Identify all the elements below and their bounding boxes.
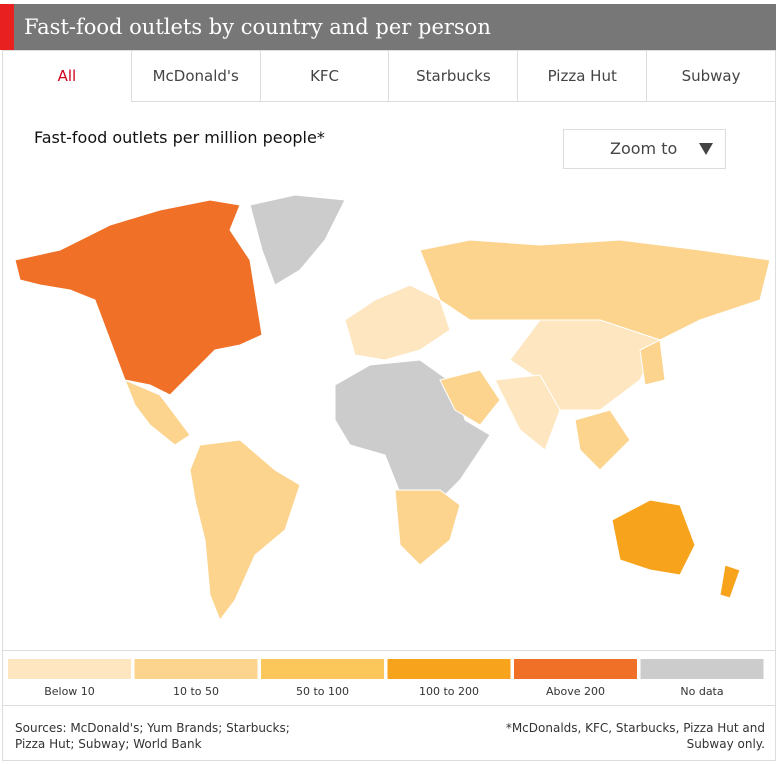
panel [2, 101, 776, 761]
zoom-dropdown[interactable]: Zoom to [563, 129, 726, 169]
legend-swatch [514, 659, 637, 679]
tab[interactable]: McDonald's [131, 50, 261, 102]
footnote-line: Subway only. [686, 737, 765, 751]
region [189, 439, 301, 622]
region [611, 499, 696, 576]
header-title: Fast-food outlets by country and per per… [24, 15, 491, 39]
region [419, 239, 771, 341]
legend-label: 10 to 50 [173, 685, 219, 698]
region [14, 199, 263, 396]
legend-label: Below 10 [44, 685, 95, 698]
legend-swatch [8, 659, 131, 679]
header: Fast-food outlets by country and per per… [0, 4, 776, 50]
region [394, 489, 461, 566]
region [639, 339, 666, 386]
region [344, 284, 451, 361]
region [574, 409, 631, 471]
divider [2, 705, 776, 706]
region [494, 374, 561, 451]
map-title: Fast-food outlets per million people* [34, 128, 325, 147]
legend-swatch [387, 659, 511, 679]
legend-label: Above 200 [546, 685, 605, 698]
tab[interactable]: Subway [647, 50, 776, 102]
sources: Sources: McDonald's; Yum Brands; Starbuc… [15, 720, 290, 752]
legend-label: 100 to 200 [419, 685, 479, 698]
legend-swatch [640, 659, 764, 679]
sources-line: Sources: McDonald's; Yum Brands; Starbuc… [15, 721, 290, 735]
region [249, 194, 346, 286]
accent [0, 4, 14, 50]
footnote: *McDonalds, KFC, Starbucks, Pizza Hut an… [506, 720, 765, 752]
tab-bar: All McDonald's KFC Starbucks Pizza Hut Subway [2, 50, 776, 102]
dropdown-arrow [699, 143, 713, 155]
region [124, 379, 191, 446]
tab[interactable]: KFC [260, 50, 390, 102]
region [719, 564, 741, 599]
legend-label: No data [680, 685, 723, 698]
legend-label: 50 to 100 [296, 685, 349, 698]
tab[interactable]: Starbucks [389, 50, 519, 102]
legend-swatch [261, 659, 384, 679]
region [439, 369, 501, 426]
tab[interactable]: Pizza Hut [518, 50, 648, 102]
footnote-line: *McDonalds, KFC, Starbucks, Pizza Hut an… [505, 721, 765, 735]
divider [2, 650, 776, 651]
legend-swatch [134, 659, 258, 679]
zoom-label: Zoom to [610, 139, 678, 158]
sources-line: Pizza Hut; Subway; World Bank [15, 737, 202, 751]
tab[interactable]: All [2, 50, 132, 102]
